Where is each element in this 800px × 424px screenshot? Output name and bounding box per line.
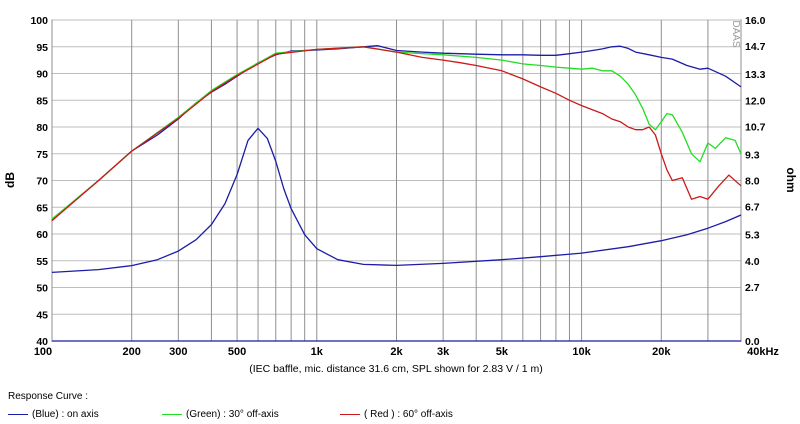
y2-tick-label: 6.7: [745, 202, 760, 214]
series-line-3: [51, 127, 742, 274]
series-line-2: [51, 46, 742, 222]
y-tick-label: 65: [36, 202, 48, 214]
chart-series: [51, 45, 742, 274]
watermark: DAAS: [730, 20, 741, 48]
y2-tick-label: 2.7: [745, 282, 760, 294]
y2-tick-label: 10.7: [745, 121, 766, 133]
y-tick-label: 80: [36, 122, 48, 134]
y2-tick-label: 12.0: [745, 95, 766, 107]
y2-tick-label: 14.7: [745, 41, 766, 53]
y2-tick-label: 0.0: [745, 336, 760, 348]
y2-tick-label: 4.0: [745, 256, 760, 268]
x-tick-label: 5k: [496, 346, 509, 358]
y2-tick-label: 9.3: [745, 149, 760, 161]
chart-axes: 40 45 50 55 60 65 70 75 80 85 90 95 100 100 200 300 500 1…: [30, 15, 779, 358]
x-tick-label: 10k: [572, 346, 591, 358]
x-tick-label: 3k: [437, 346, 450, 358]
legend-item-red: ( Red ) : 60° off-axis: [340, 409, 453, 420]
y-tick-label: 45: [36, 309, 48, 321]
legend-label-red: ( Red ) : 60° off-axis: [364, 409, 453, 420]
y2-tick-label: 8.0: [745, 176, 760, 188]
legend-swatch-green: [162, 414, 182, 415]
legend-title: Response Curve :: [8, 391, 89, 402]
y-tick-label: 85: [36, 95, 48, 107]
y2-tick-label: 13.3: [745, 69, 766, 81]
x-tick-label: 2k: [390, 346, 403, 358]
y-tick-label: 55: [36, 256, 48, 268]
x-tick-label: 300: [169, 346, 187, 358]
series-line-1: [51, 46, 742, 220]
y-tick-label: 60: [36, 229, 48, 241]
legend-label-blue: (Blue) : on axis: [32, 409, 99, 420]
x-tick-label: 1k: [311, 346, 324, 358]
y2-tick-label: 16.0: [745, 15, 766, 27]
chart-caption: (IEC baffle, mic. distance 31.6 cm, SPL …: [249, 363, 543, 375]
x-tick-label: 200: [123, 346, 141, 358]
legend-swatch-red: [340, 414, 360, 415]
y-tick-label: 100: [30, 15, 48, 27]
x-tick-label: 500: [228, 346, 246, 358]
legend-swatch-blue: [8, 414, 28, 415]
legend-label-green: (Green) : 30° off-axis: [186, 409, 279, 420]
y-tick-label: 75: [36, 149, 48, 161]
y-tick-label: 40: [36, 336, 48, 348]
chart-grid: [51, 19, 742, 342]
y-tick-label: 90: [36, 69, 48, 81]
y-tick-label: 70: [36, 176, 48, 188]
x-tick-label: 20k: [652, 346, 671, 358]
response-chart: 40 45 50 55 60 65 70 75 80 85 90 95 100 100 200 300 500 1…: [3, 15, 798, 375]
legend-item-blue: (Blue) : on axis: [8, 409, 99, 420]
x-tick-label: 40kHz: [747, 346, 779, 358]
y2-tick-label: 5.3: [745, 230, 760, 242]
y-axis-label-right: ohm: [784, 167, 798, 192]
y-axis-label-left: dB: [3, 172, 17, 188]
y-tick-label: 95: [36, 42, 48, 54]
y-tick-label: 50: [36, 283, 48, 295]
legend-item-green: (Green) : 30° off-axis: [162, 409, 279, 420]
x-tick-label: 100: [34, 346, 52, 358]
